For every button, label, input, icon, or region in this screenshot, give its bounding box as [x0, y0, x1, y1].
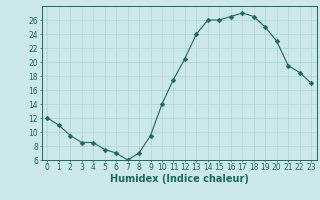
X-axis label: Humidex (Indice chaleur): Humidex (Indice chaleur) [110, 174, 249, 184]
